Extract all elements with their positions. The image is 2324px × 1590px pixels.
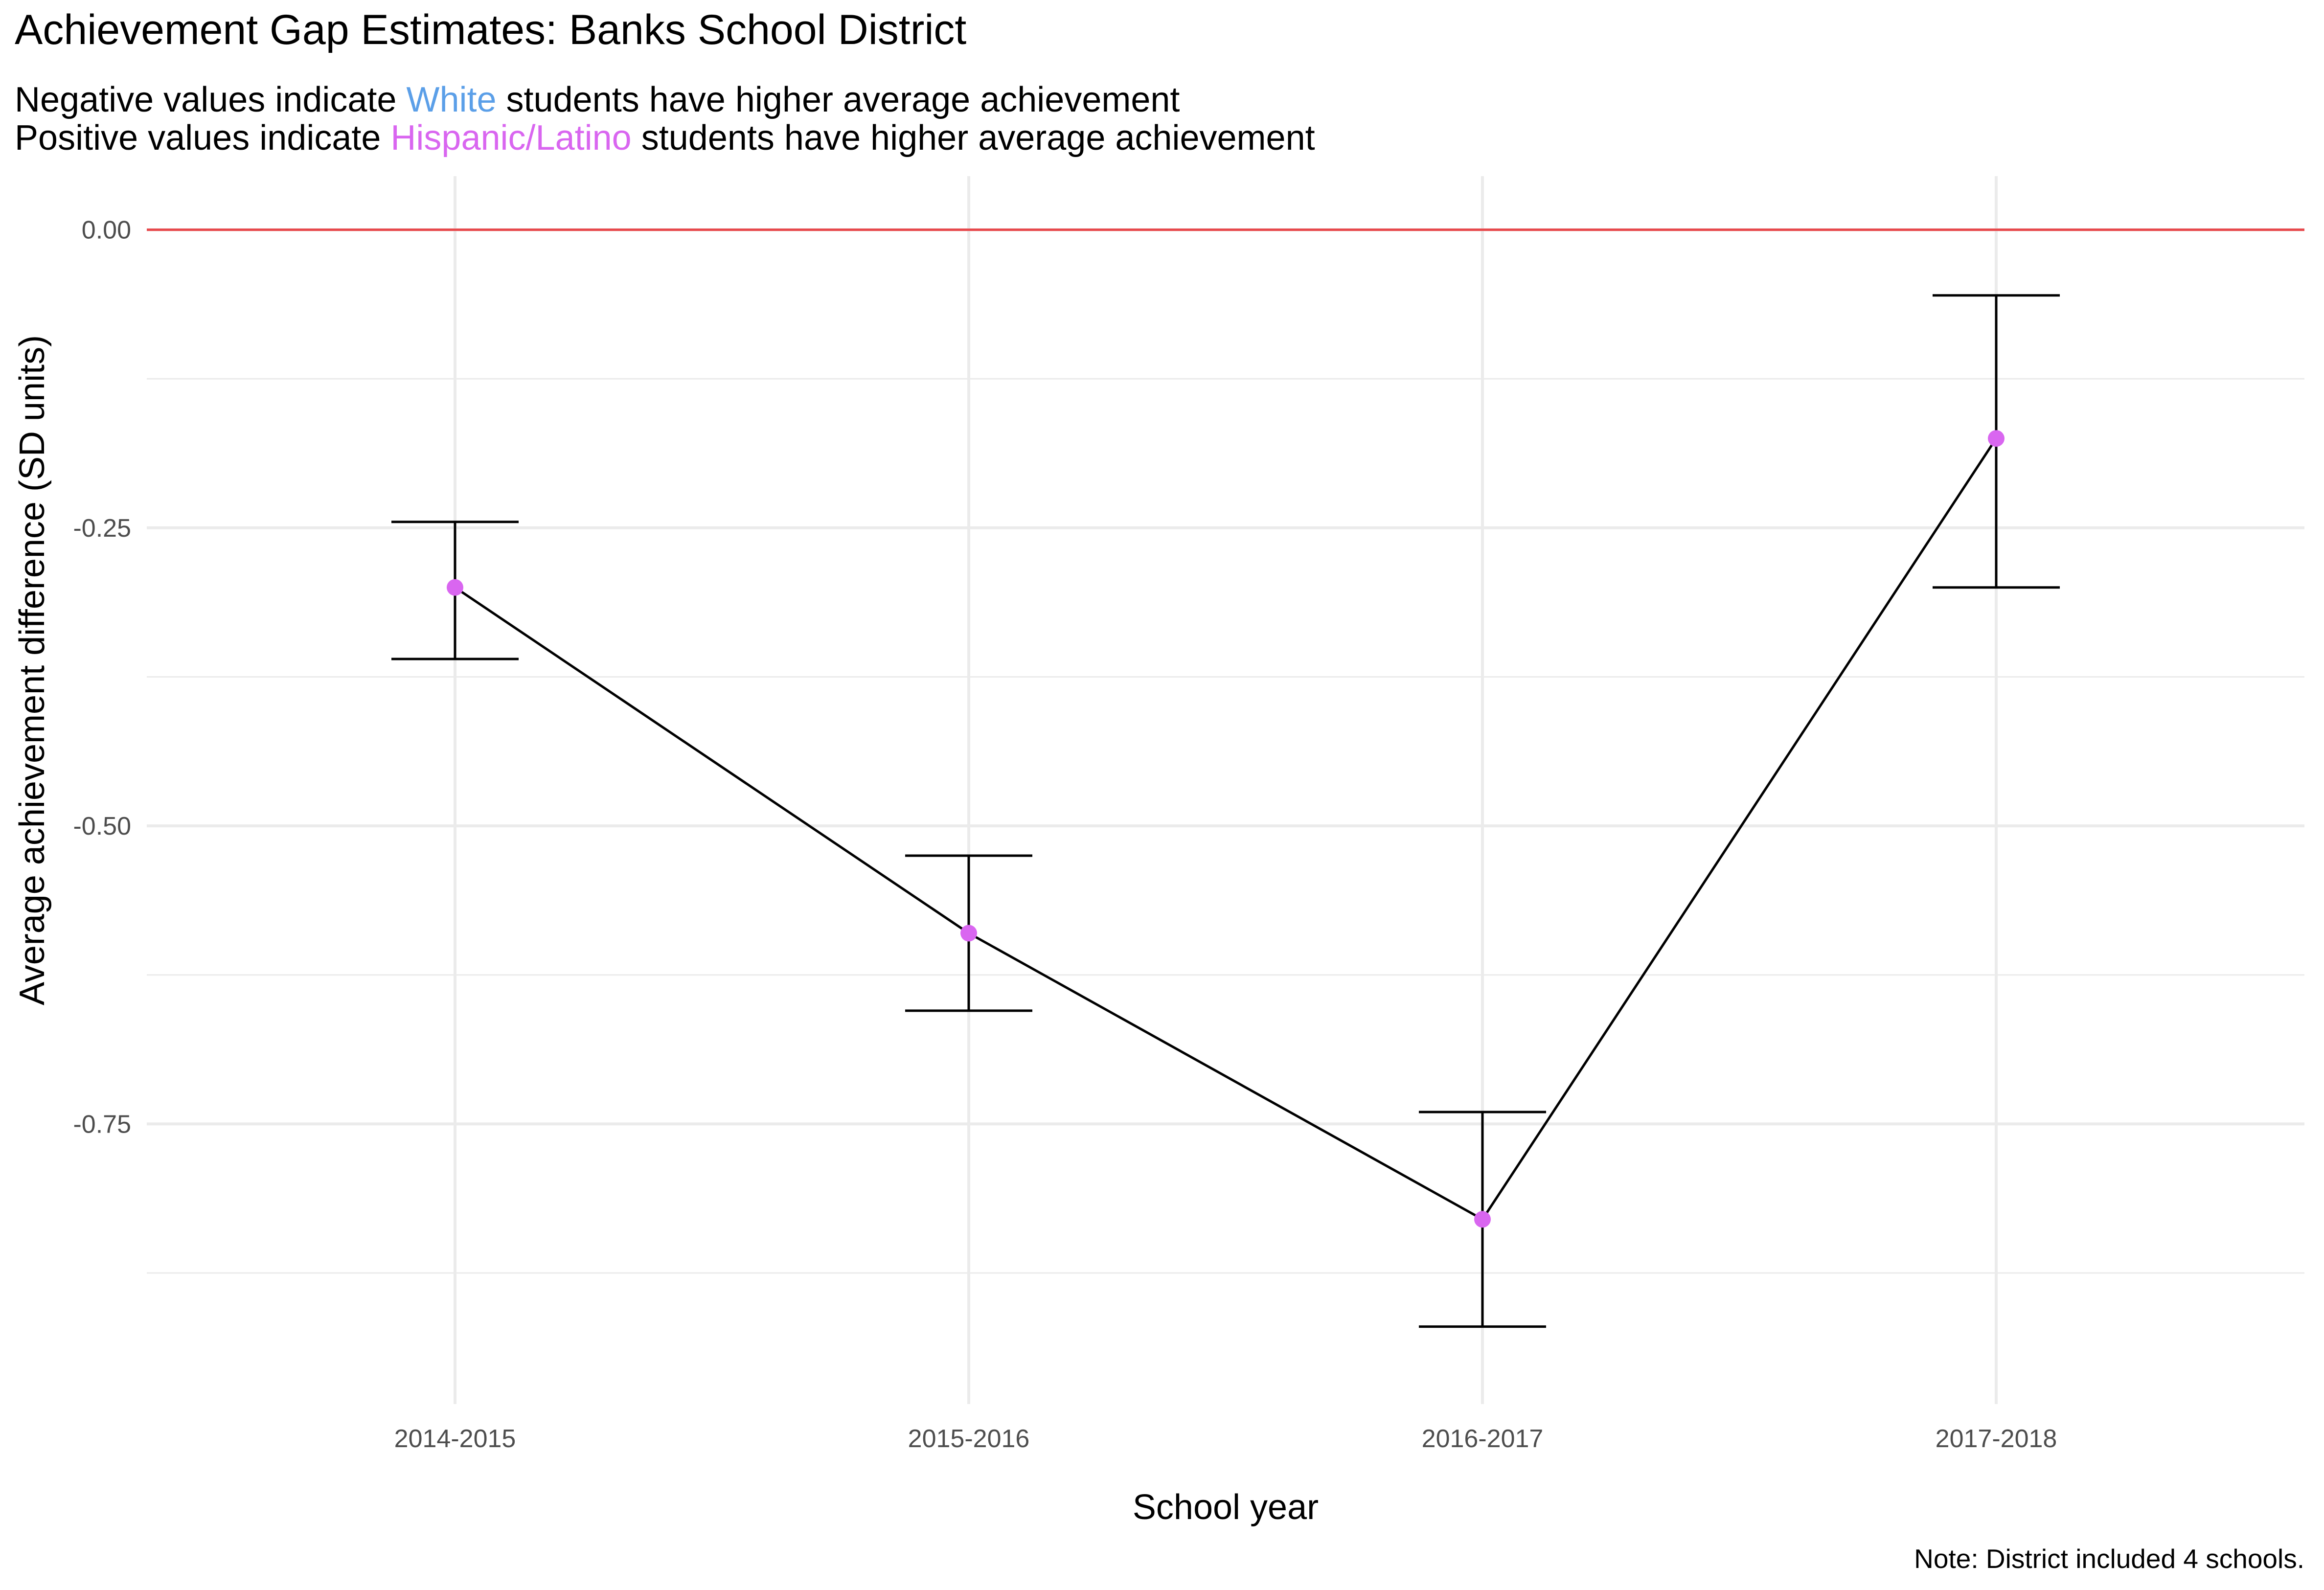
- tick-label-layer: 0.00 -0.25 -0.50 -0.75 2014-2015 2015-2016 201…: [73, 216, 2057, 1453]
- subtitle-line-1: Negative values indicate White students …: [15, 82, 1180, 117]
- y-tick-label: -0.25: [73, 514, 131, 543]
- x-tick-label: 2017-2018: [1936, 1425, 2057, 1453]
- data-point: [960, 925, 977, 942]
- series-line: [454, 437, 1998, 1221]
- subtitle-line-2: Positive values indicate Hispanic/Latino…: [15, 120, 1315, 156]
- x-tick-label: 2015-2016: [908, 1425, 1030, 1453]
- subtitle-2-before: Positive values indicate: [15, 118, 391, 158]
- errorbar-layer: [391, 294, 2060, 1328]
- y-tick-label: -0.50: [73, 812, 131, 840]
- data-point: [1474, 1211, 1491, 1228]
- subtitle-hispanic-highlight: Hispanic/Latino: [390, 118, 632, 158]
- y-tick-label: 0.00: [82, 216, 131, 245]
- data-point: [1988, 430, 2005, 447]
- x-tick-label: 2014-2015: [394, 1425, 516, 1453]
- data-point: [447, 579, 463, 596]
- caption-note: Note: District included 4 schools.: [1914, 1544, 2304, 1574]
- y-axis-title: Average achievement difference (SD units…: [13, 335, 52, 1005]
- grid-layer: [147, 176, 2304, 1404]
- subtitle-white-highlight: White: [406, 80, 497, 119]
- line-layer: [454, 437, 1998, 1221]
- point-layer: [447, 430, 2005, 1228]
- subtitle-1-after: students have higher average achievement: [496, 80, 1180, 119]
- y-tick-label: -0.75: [73, 1110, 131, 1138]
- subtitle-2-after: students have higher average achievement: [631, 118, 1315, 158]
- x-axis-title: School year: [1133, 1488, 1319, 1527]
- subtitle-1-before: Negative values indicate: [15, 80, 407, 119]
- x-tick-label: 2016-2017: [1422, 1425, 1544, 1453]
- chart-title: Achievement Gap Estimates: Banks School …: [15, 6, 967, 53]
